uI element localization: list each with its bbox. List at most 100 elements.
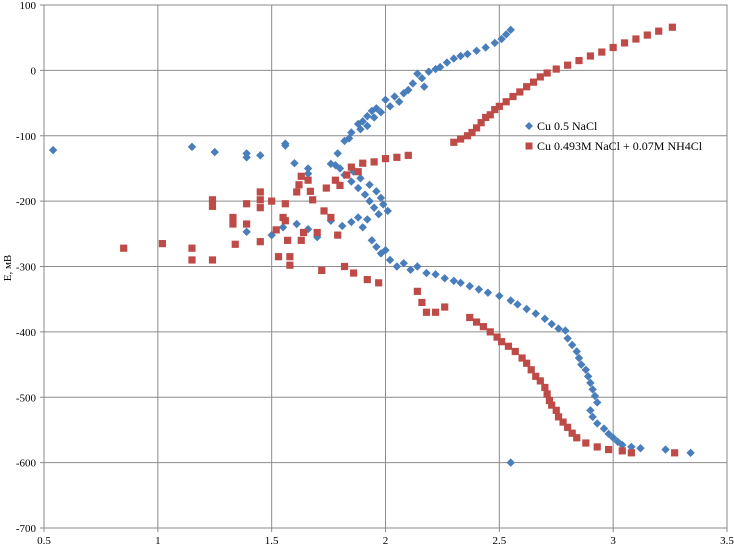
data-point (318, 266, 326, 275)
data-point (554, 324, 563, 333)
data-point (372, 104, 381, 113)
data-point (422, 268, 431, 278)
data-point (543, 390, 551, 398)
data-point (243, 220, 251, 228)
data-point (506, 458, 515, 467)
data-point (636, 444, 645, 453)
data-point (583, 372, 593, 381)
y-tick-label: -200 (16, 196, 37, 208)
data-point (431, 270, 440, 279)
data-point (547, 319, 556, 329)
data-point (422, 308, 431, 316)
data-point (229, 220, 237, 228)
data-point (465, 281, 474, 291)
data-point (599, 424, 609, 433)
data-point (356, 174, 365, 183)
data-point (573, 434, 581, 442)
data-point (293, 188, 301, 196)
x-tick-label: 1 (155, 535, 161, 547)
data-point (208, 202, 217, 210)
data-point (256, 151, 265, 160)
data-point (365, 180, 374, 189)
y-tick-label: -300 (16, 262, 37, 274)
data-point (188, 256, 196, 264)
data-point (385, 102, 395, 111)
data-point (370, 158, 378, 166)
x-tick-label: 0.5 (37, 535, 51, 547)
data-point (586, 406, 595, 415)
data-point (363, 121, 372, 131)
data-point (404, 85, 413, 95)
legend-label: Cu 0.5 NaCl (537, 119, 598, 133)
legend: Cu 0.5 NaCl Cu 0.493M NaCl + 0.07M NH4Cl (525, 119, 703, 153)
data-point (392, 262, 402, 271)
data-point (331, 160, 340, 170)
y-axis-ticks: 100 0 -100 -200 -300 -400 -500 -600 -700 (16, 0, 44, 535)
data-point (413, 287, 421, 295)
data-points (48, 23, 695, 467)
y-tick-label: 0 (31, 65, 37, 77)
data-point (381, 155, 390, 163)
data-point (543, 69, 551, 77)
data-point (210, 147, 219, 157)
data-point (394, 97, 404, 106)
data-point (336, 181, 344, 190)
data-point (632, 35, 640, 43)
data-point (506, 25, 515, 35)
y-tick-label: -700 (16, 523, 37, 535)
data-point (466, 313, 474, 322)
data-point (299, 228, 308, 237)
data-point (358, 117, 367, 126)
data-point (353, 213, 363, 222)
series-2 (120, 23, 679, 457)
data-point (358, 223, 367, 232)
data-point (604, 429, 613, 439)
plot-area-frame (43, 4, 728, 529)
data-point (363, 111, 372, 121)
data-point (369, 113, 379, 122)
data-point (385, 255, 395, 265)
x-tick-label: 2.5 (492, 535, 506, 547)
data-point (379, 200, 388, 209)
data-point (493, 333, 501, 341)
data-point (491, 106, 499, 114)
y-tick-label: -400 (16, 327, 37, 339)
data-point (501, 30, 511, 39)
data-point (375, 279, 383, 287)
data-point (552, 406, 560, 414)
data-point (536, 73, 544, 81)
data-point (390, 92, 399, 101)
data-point (561, 326, 570, 335)
data-point (518, 354, 526, 362)
data-point (593, 419, 602, 428)
data-point (303, 164, 313, 173)
x-axis-ticks: 0.5 1 1.5 2 2.5 3 3.5 (37, 528, 734, 547)
data-point (502, 98, 510, 106)
data-point (290, 159, 299, 168)
data-point (472, 124, 481, 132)
data-point (256, 238, 264, 246)
data-point (536, 377, 544, 385)
data-point (686, 448, 695, 458)
data-point (490, 38, 499, 48)
data-point (548, 401, 556, 409)
data-point (497, 34, 506, 44)
data-point (334, 231, 342, 239)
data-point (523, 83, 531, 91)
data-point (242, 227, 251, 237)
data-point (449, 54, 458, 63)
data-point (354, 168, 362, 176)
data-point (381, 95, 390, 104)
data-point (511, 347, 519, 356)
data-point (268, 197, 276, 205)
data-point (256, 204, 264, 212)
data-point (188, 244, 196, 252)
data-point (229, 213, 237, 222)
data-point (331, 176, 340, 184)
data-point (523, 359, 531, 367)
data-point (340, 262, 349, 271)
data-point (208, 256, 217, 264)
data-point (590, 391, 600, 401)
data-point (274, 253, 283, 261)
data-point (406, 265, 415, 274)
